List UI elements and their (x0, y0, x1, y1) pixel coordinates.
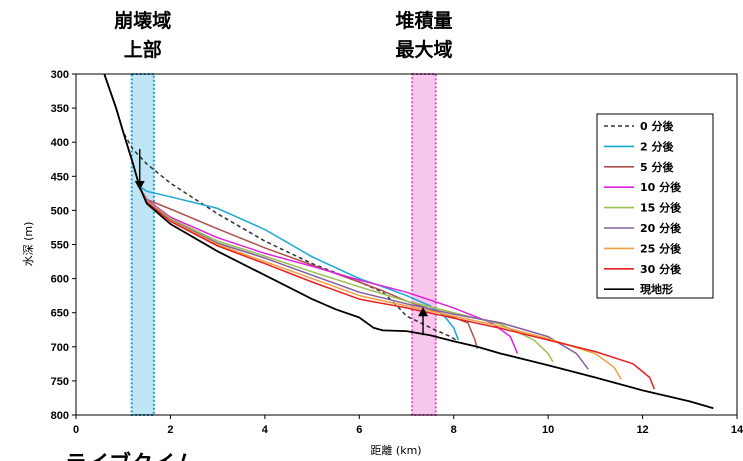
region-label-line1: 堆積量 (395, 9, 452, 32)
arrow-head (418, 307, 429, 317)
y-tick-label: 750 (51, 376, 69, 388)
x-tick-label: 14 (731, 424, 743, 436)
region-band (411, 73, 437, 416)
region-label-line2: 最大域 (395, 38, 452, 61)
y-tick-label: 400 (51, 137, 69, 149)
y-tick-label: 550 (51, 240, 69, 252)
y-tick-label: 800 (51, 410, 69, 422)
series-layer (103, 73, 714, 410)
legend-label: 現地形 (640, 282, 673, 296)
series-line (103, 73, 457, 341)
y-tick-label: 500 (51, 205, 69, 217)
series-line (103, 73, 656, 390)
legend-label: 15 分後 (640, 201, 682, 215)
legend-label: 2 分後 (640, 139, 674, 153)
legend-label: 5 分後 (640, 160, 674, 174)
arrow-head (134, 180, 145, 190)
arrow-layer (134, 149, 429, 336)
region-label-line1: 崩壊域 (114, 9, 171, 32)
legend-label: 25 分後 (640, 241, 682, 255)
regions-layer (130, 73, 437, 416)
y-tick-label: 600 (51, 274, 69, 286)
legend-label: 0 分後 (640, 119, 674, 133)
x-tick-label: 2 (167, 424, 173, 436)
region-band (130, 73, 155, 416)
y-tick-label: 700 (51, 342, 69, 354)
legend-label: 30 分後 (640, 262, 682, 276)
y-tick-label: 350 (51, 103, 69, 115)
bottom-text: ライブクイム (65, 451, 197, 461)
region-label-line2: 上部 (124, 38, 162, 61)
legend-label: 20 分後 (640, 221, 682, 235)
legend-label: 10 分後 (640, 180, 682, 194)
x-axis-title: 距離 (km) (370, 443, 421, 457)
legend-box (596, 113, 714, 299)
y-tick-label: 650 (51, 308, 69, 320)
y-axis-title: 水深 (m) (22, 222, 35, 267)
y-tick-label: 300 (51, 69, 69, 81)
series-line (103, 73, 519, 354)
x-tick-label: 6 (356, 424, 362, 436)
x-tick-label: 8 (451, 424, 457, 436)
x-tick-label: 0 (73, 424, 79, 436)
x-tick-label: 10 (542, 424, 554, 436)
x-tick-label: 12 (636, 424, 648, 436)
x-tick-label: 4 (262, 424, 269, 436)
tick-layer: 0 2 4 6 8 10 12 14 300 350 400 450 500 550 600 650 700 75… (51, 69, 743, 436)
y-tick-label: 450 (51, 171, 69, 183)
